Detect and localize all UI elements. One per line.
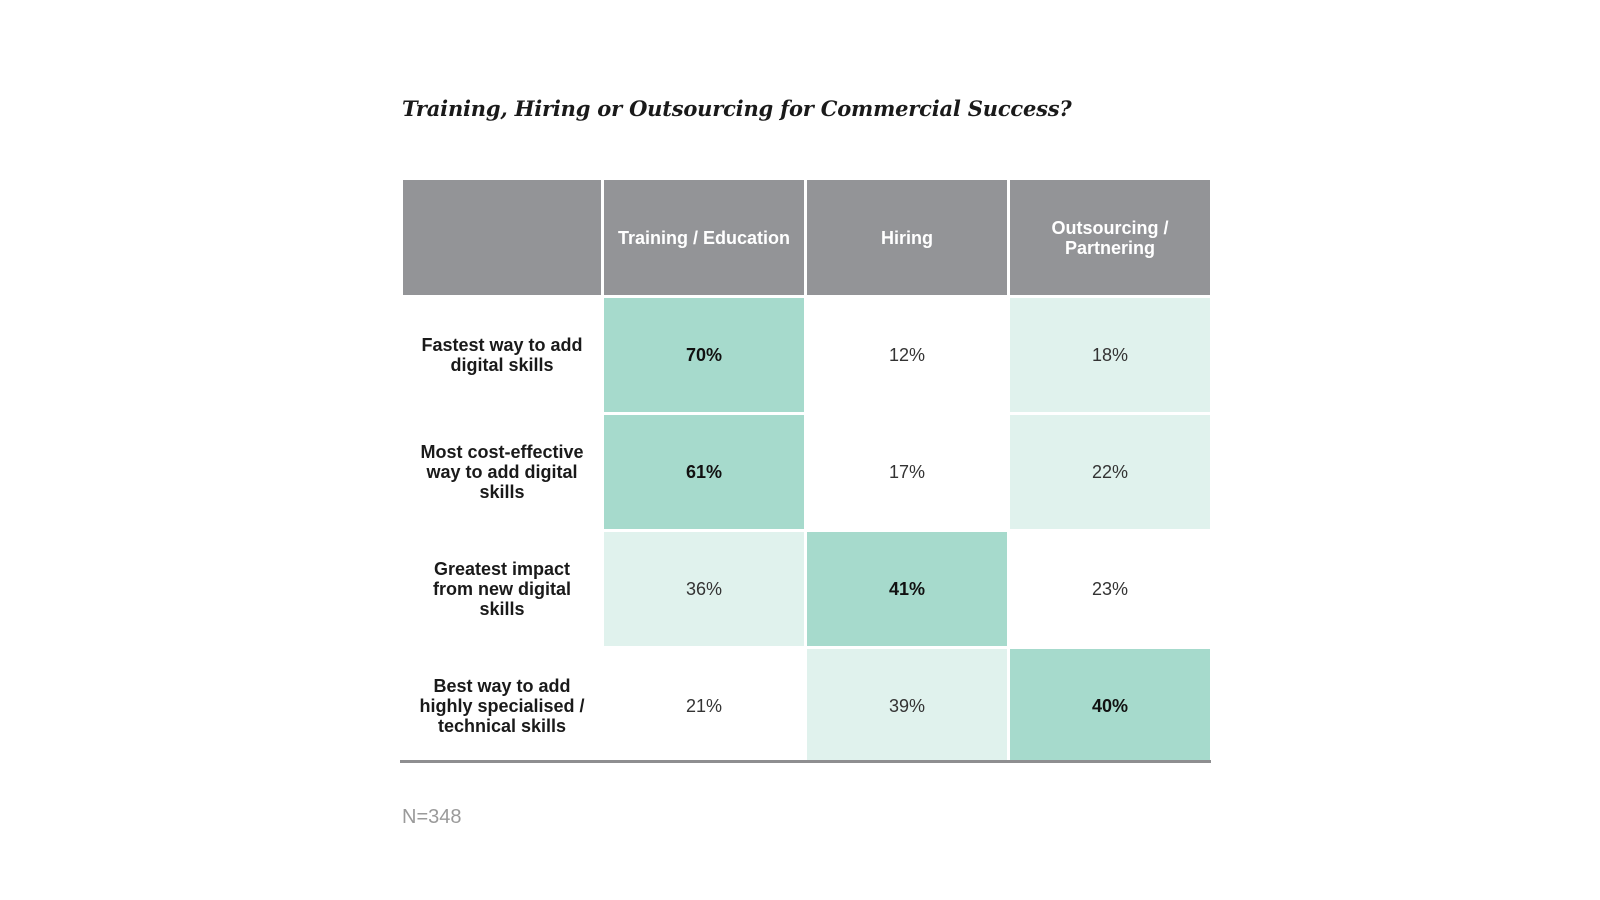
row-label: Fastest way to add digital skills (403, 298, 601, 412)
header-corner-cell (403, 180, 601, 295)
table-bottom-rule (400, 760, 1211, 763)
column-header: Hiring (807, 180, 1007, 295)
value-cell: 12% (807, 298, 1007, 412)
value-cell: 61% (604, 415, 804, 529)
value-cell: 40% (1010, 649, 1210, 763)
value-cell: 41% (807, 532, 1007, 646)
value-cell: 22% (1010, 415, 1210, 529)
column-header: Training / Education (604, 180, 804, 295)
row-label: Greatest impact from new digital skills (403, 532, 601, 646)
value-cell: 21% (604, 649, 804, 763)
table-grid: Training / Education Hiring Outsourcing / … (403, 180, 1210, 763)
value-cell: 23% (1010, 532, 1210, 646)
column-header: Outsourcing / Partnering (1010, 180, 1210, 295)
row-label: Best way to add highly specialised / tec… (403, 649, 601, 763)
chart-title: Training, Hiring or Outsourcing for Comm… (402, 96, 1072, 121)
value-cell: 17% (807, 415, 1007, 529)
value-cell: 70% (604, 298, 804, 412)
value-cell: 36% (604, 532, 804, 646)
sample-size-note: N=348 (402, 806, 462, 828)
data-table: Training / Education Hiring Outsourcing / … (403, 180, 1210, 763)
value-cell: 18% (1010, 298, 1210, 412)
row-label: Most cost-effective way to add digital s… (403, 415, 601, 529)
value-cell: 39% (807, 649, 1007, 763)
